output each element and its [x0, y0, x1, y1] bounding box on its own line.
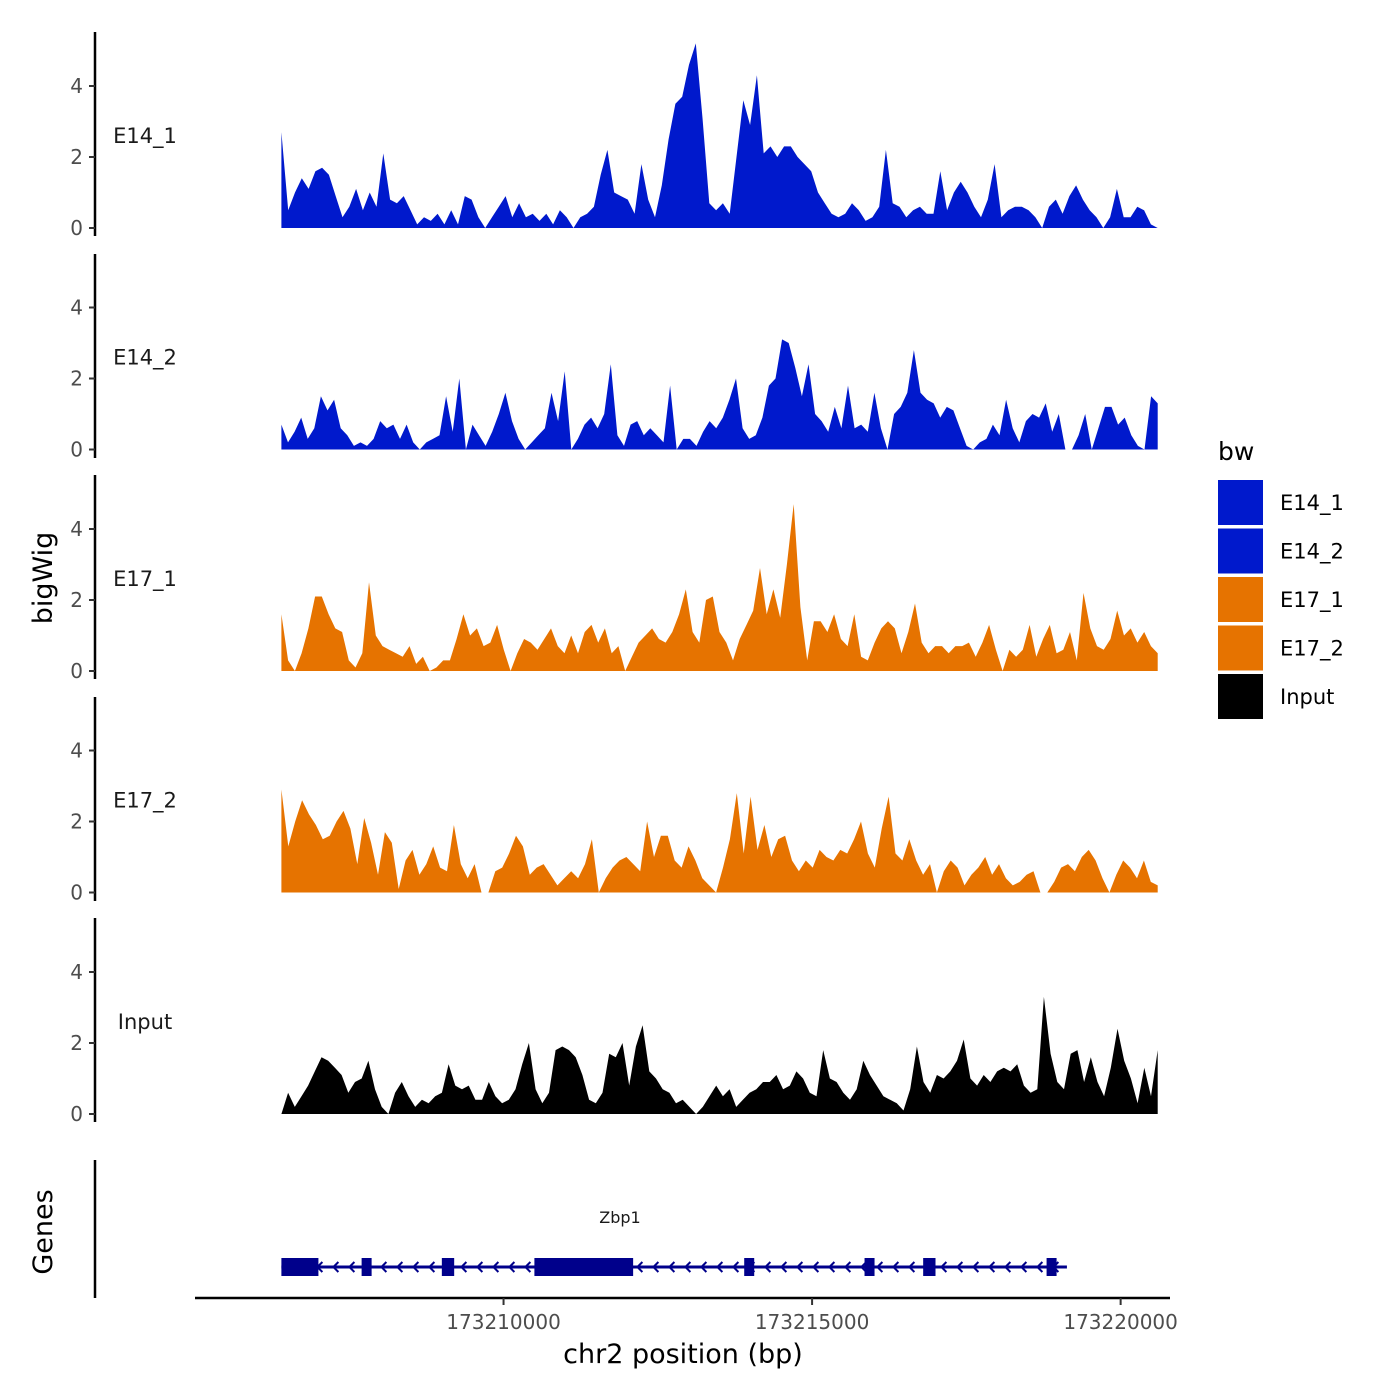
strand-arrow: [635, 1261, 644, 1273]
gene-exon: [1046, 1258, 1057, 1276]
gene-label: Zbp1: [599, 1208, 640, 1227]
strand-arrow: [1019, 1261, 1028, 1273]
strand-arrow: [507, 1261, 516, 1273]
y-tick-label: 2: [70, 1031, 83, 1055]
gene-exon: [923, 1258, 936, 1276]
strand-arrow: [347, 1261, 356, 1273]
coverage-area-E14_1: [281, 43, 1158, 229]
gene-exon: [864, 1258, 875, 1276]
legend-title: bw: [1218, 437, 1254, 466]
strand-arrow: [843, 1261, 852, 1273]
x-tick-label: 173220000: [1063, 1310, 1178, 1334]
strand-arrow: [475, 1261, 484, 1273]
track-label: Input: [118, 1010, 172, 1034]
y-tick-label: 2: [70, 810, 83, 834]
strand-arrow: [379, 1261, 388, 1273]
bigwig-tracks: 0 2 4 E14_1 0 2 4 E14_2 0 2 4 E17_1 0 2 4 E17_2 0 2 4 Input: [70, 32, 1158, 1126]
y-tick-label: 0: [70, 881, 83, 905]
strand-arrow: [1003, 1261, 1012, 1273]
legend-key-Input: [1218, 674, 1263, 719]
strand-arrow: [395, 1261, 404, 1273]
strand-arrow: [667, 1261, 676, 1273]
strand-arrow: [331, 1261, 340, 1273]
y-tick-label: 0: [70, 216, 83, 240]
y-tick-label: 2: [70, 367, 83, 391]
track-label: E14_1: [113, 124, 177, 149]
gene-exon: [281, 1258, 319, 1276]
y-tick-label: 4: [70, 296, 83, 320]
strand-arrow: [491, 1261, 500, 1273]
strand-arrow: [427, 1261, 436, 1273]
track-E17_1: 0 2 4 E17_1: [70, 475, 1158, 683]
y-tick-label: 4: [70, 739, 83, 763]
strand-arrow: [907, 1261, 916, 1273]
strand-arrow: [763, 1261, 772, 1273]
legend-label: E14_2: [1280, 540, 1344, 565]
strand-arrow: [699, 1261, 708, 1273]
track-E14_2: 0 2 4 E14_2: [70, 254, 1158, 462]
coverage-area-E17_2: [281, 789, 1158, 893]
y-tick-label: 0: [70, 659, 83, 683]
y-tick-label: 4: [70, 74, 83, 98]
legend: bw E14_1 E14_2 E17_1 E17_2 Input: [1218, 437, 1344, 719]
gene-exon: [441, 1258, 455, 1276]
strand-arrow: [651, 1261, 660, 1273]
gene-track: Zbp1: [93, 1160, 1067, 1298]
y-tick-label: 0: [70, 438, 83, 462]
legend-key-E14_2: [1218, 528, 1263, 574]
strand-arrow: [795, 1261, 804, 1273]
strand-arrow: [939, 1261, 948, 1273]
strand-arrow: [731, 1261, 740, 1273]
y-axis-title: bigWig: [28, 532, 59, 625]
strand-arrow: [779, 1261, 788, 1273]
strand-arrow: [971, 1261, 980, 1273]
legend-label: E14_1: [1280, 491, 1344, 516]
track-label: E14_2: [113, 346, 177, 371]
coverage-area-Input: [281, 996, 1158, 1114]
strand-arrow: [811, 1261, 820, 1273]
legend-label: E17_1: [1280, 588, 1344, 613]
legend-key-E14_1: [1218, 480, 1263, 525]
x-axis-title: chr2 position (bp): [563, 1339, 803, 1370]
strand-arrow: [891, 1261, 900, 1273]
legend-label: E17_2: [1280, 637, 1344, 662]
genes-axis-title: Genes: [28, 1189, 59, 1274]
gene-exon: [361, 1258, 372, 1276]
gene-exon: [744, 1258, 755, 1276]
strand-arrow: [411, 1261, 420, 1273]
strand-arrow: [683, 1261, 692, 1273]
strand-arrow: [875, 1261, 884, 1273]
strand-arrow: [1035, 1261, 1044, 1273]
strand-arrow: [827, 1261, 836, 1273]
coverage-area-E17_1: [281, 504, 1158, 671]
track-label: E17_2: [113, 789, 177, 814]
gene-exon: [534, 1258, 634, 1276]
y-tick-label: 2: [70, 588, 83, 612]
y-tick-label: 0: [70, 1102, 83, 1126]
y-tick-label: 4: [70, 960, 83, 984]
strand-arrow: [459, 1261, 468, 1273]
strand-arrow: [715, 1261, 724, 1273]
track-E14_1: 0 2 4 E14_1: [70, 32, 1158, 240]
x-axis: 173210000 173215000 173220000: [195, 1296, 1178, 1334]
track-Input: 0 2 4 Input: [70, 918, 1158, 1126]
x-tick-label: 173215000: [755, 1310, 870, 1334]
strand-arrow: [955, 1261, 964, 1273]
strand-arrow: [523, 1261, 532, 1273]
track-E17_2: 0 2 4 E17_2: [70, 697, 1158, 905]
legend-key-E17_1: [1218, 577, 1263, 622]
y-tick-label: 4: [70, 517, 83, 541]
legend-label: Input: [1280, 685, 1334, 709]
y-tick-label: 2: [70, 145, 83, 169]
track-label: E17_1: [113, 567, 177, 592]
legend-key-E17_2: [1218, 625, 1263, 671]
coverage-area-E14_2: [281, 339, 1158, 450]
x-tick-label: 173210000: [446, 1310, 561, 1334]
strand-arrow: [987, 1261, 996, 1273]
